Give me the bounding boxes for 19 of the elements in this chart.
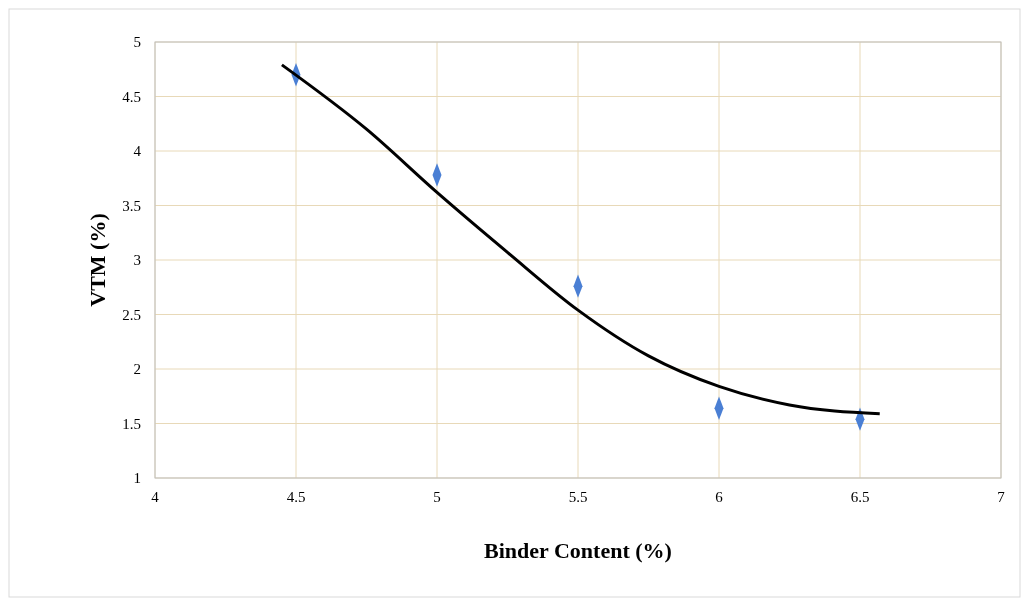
y-tick-label: 3 — [133, 252, 141, 268]
x-tick-label: 6 — [715, 489, 724, 505]
x-axis-title: Binder Content (%) — [484, 538, 672, 563]
y-axis-title: VTM (%) — [85, 213, 110, 307]
y-tick-label: 2 — [133, 361, 141, 377]
y-tick-label: 2.5 — [122, 306, 141, 323]
x-tick-label: 6.5 — [850, 489, 870, 505]
x-tick-label: 5 — [433, 489, 441, 505]
x-tick-label: 4.5 — [286, 489, 306, 505]
y-tick-label: 3.5 — [122, 197, 141, 214]
line-series — [280, 63, 882, 416]
y-tick-label: 5 — [133, 34, 141, 50]
x-tick-label: 7 — [997, 489, 1006, 505]
x-tick-label: 4 — [151, 489, 160, 505]
y-tick-label: 4 — [133, 143, 142, 159]
y-tick-label: 1.5 — [122, 415, 141, 432]
y-tick-label: 1 — [133, 470, 141, 486]
x-tick-label: 5.5 — [568, 489, 588, 505]
y-tick-label: 4.5 — [122, 88, 141, 105]
